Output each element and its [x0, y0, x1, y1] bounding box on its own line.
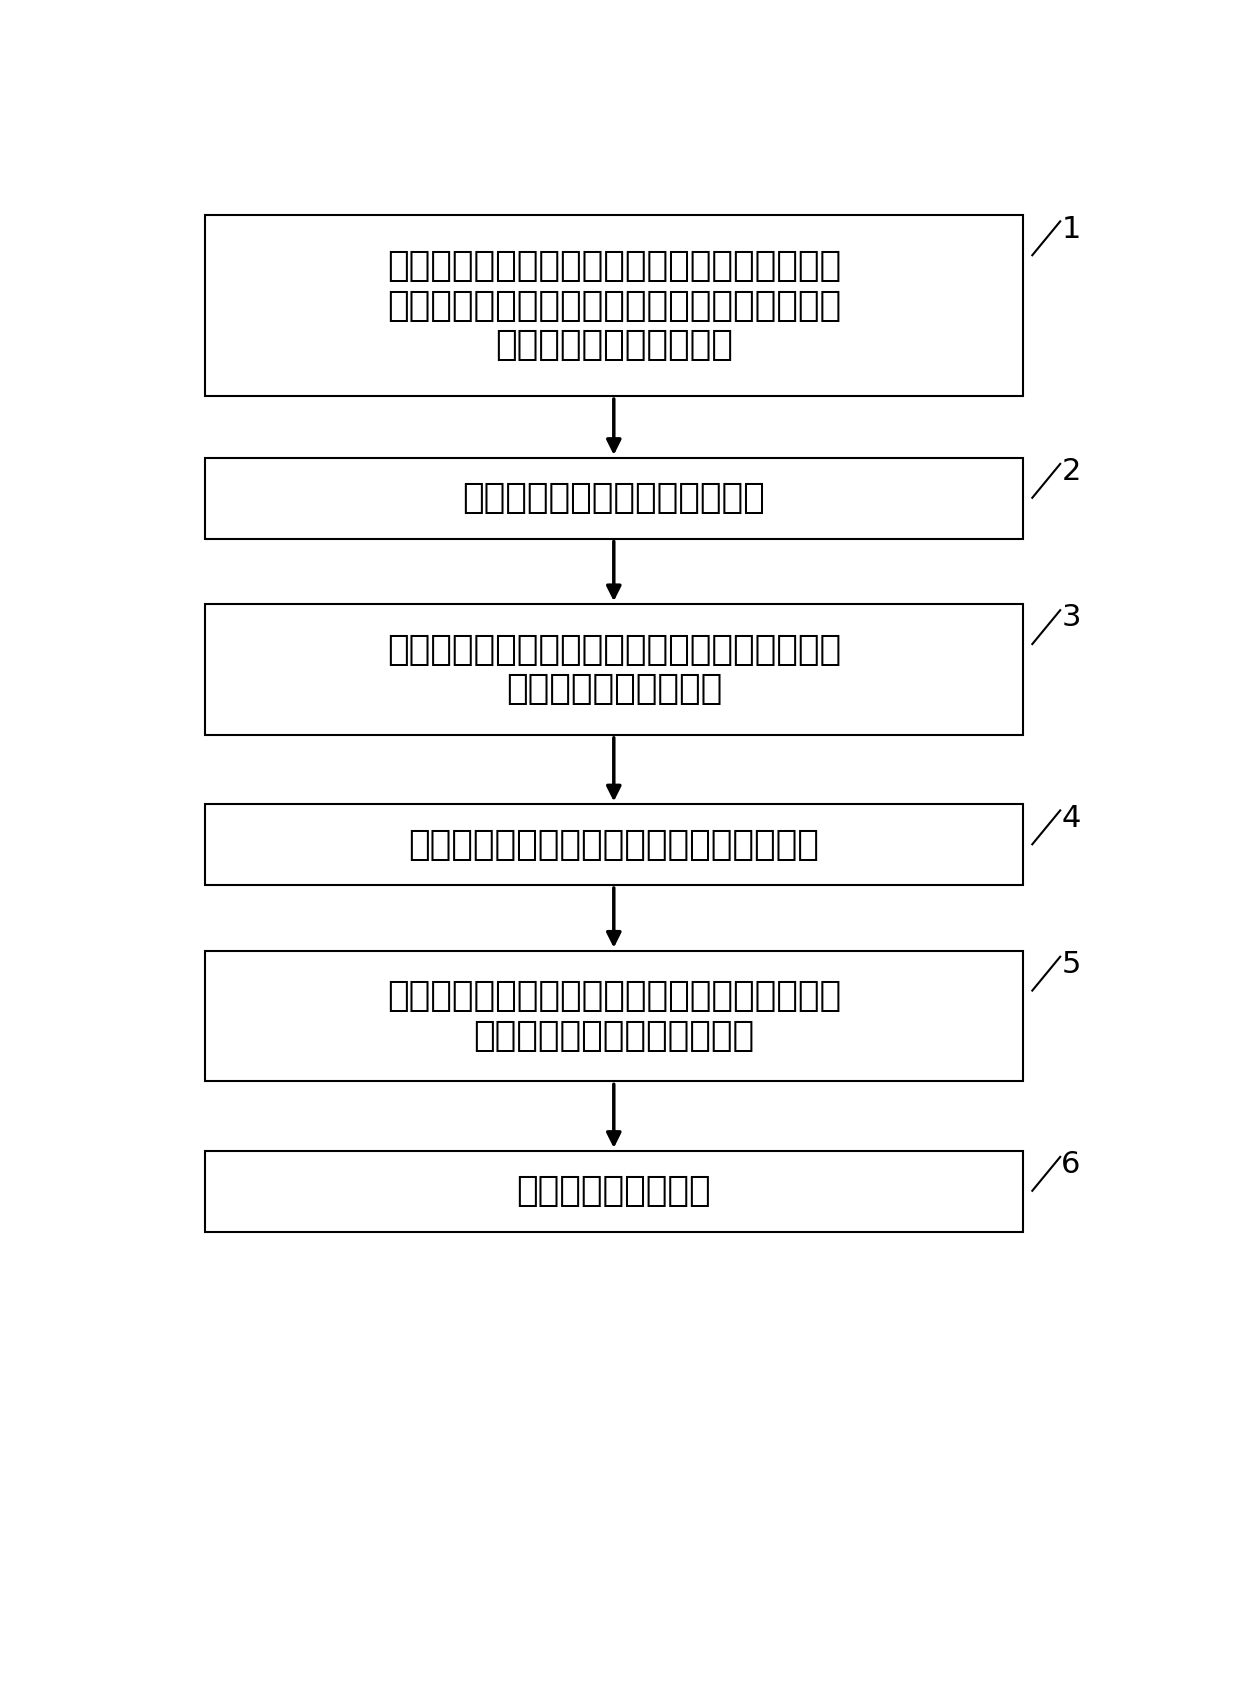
- Bar: [206, 950, 1023, 1081]
- Text: 对获取的光谱数据进行预处理；: 对获取的光谱数据进行预处理；: [463, 482, 765, 516]
- FancyArrowPatch shape: [608, 1084, 620, 1144]
- Text: 计算等离子体参数。: 计算等离子体参数。: [517, 1174, 711, 1208]
- Bar: [206, 1151, 1023, 1232]
- FancyArrowPatch shape: [608, 888, 620, 944]
- Text: 基于最小二乘法，采用高斯函数对激光汤姆逊散
射光谱进行理论拟合；: 基于最小二乘法，采用高斯函数对激光汤姆逊散 射光谱进行理论拟合；: [387, 633, 841, 706]
- FancyArrowPatch shape: [608, 399, 620, 451]
- Bar: [206, 604, 1023, 735]
- Bar: [206, 216, 1023, 395]
- Text: 3: 3: [1061, 604, 1081, 633]
- Text: 4: 4: [1061, 804, 1081, 833]
- Bar: [206, 458, 1023, 538]
- Text: 5: 5: [1061, 950, 1081, 979]
- Text: 对激光汤姆逊散射光谱强度进行绝对校准；: 对激光汤姆逊散射光谱强度进行绝对校准；: [408, 828, 820, 862]
- Text: 2: 2: [1061, 456, 1081, 485]
- Text: 1: 1: [1061, 214, 1081, 244]
- FancyArrowPatch shape: [608, 738, 620, 798]
- Text: 基于最小二乘法，采用转动拉曼散射公式对转动
拉曼散射光谱进行理论拟合；: 基于最小二乘法，采用转动拉曼散射公式对转动 拉曼散射光谱进行理论拟合；: [387, 979, 841, 1052]
- Text: 6: 6: [1061, 1151, 1081, 1179]
- FancyArrowPatch shape: [608, 541, 620, 597]
- Text: 采集并获取光谱数据，所述光谱数据包括汤姆逊
散射光谱、转动拉曼散射光谱、等离子体辐射背
景光谱和强度校准系数；: 采集并获取光谱数据，所述光谱数据包括汤姆逊 散射光谱、转动拉曼散射光谱、等离子体…: [387, 249, 841, 361]
- Bar: [206, 804, 1023, 886]
